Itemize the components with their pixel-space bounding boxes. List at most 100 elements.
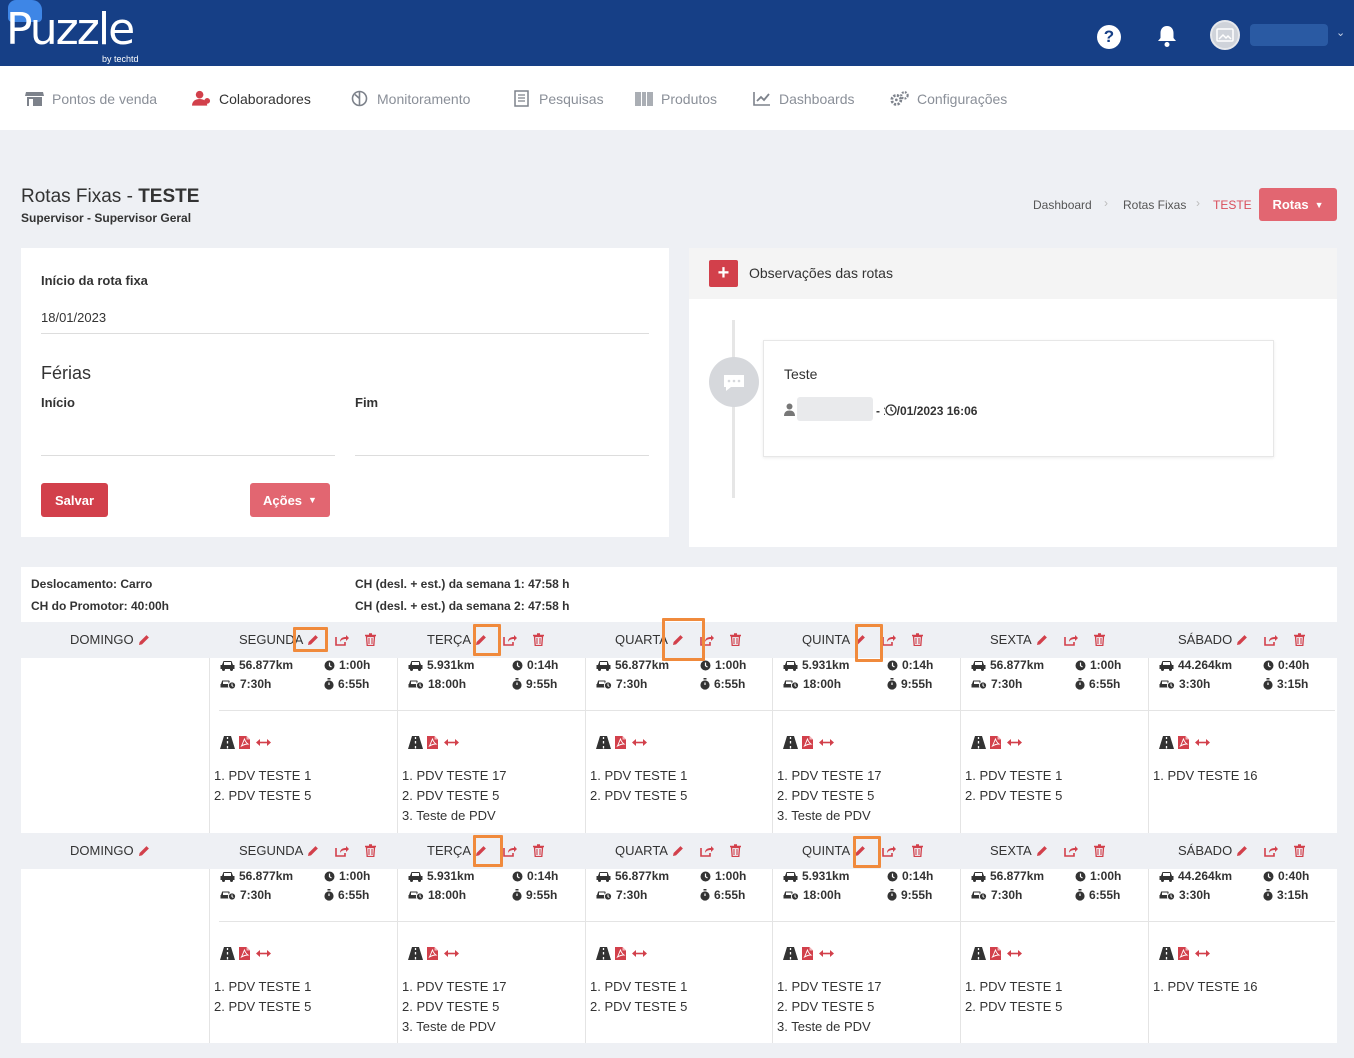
- pdf-icon[interactable]: [239, 947, 250, 960]
- road-icon[interactable]: [596, 947, 611, 960]
- trash-icon[interactable]: [1294, 844, 1306, 857]
- pdf-icon[interactable]: [802, 736, 813, 749]
- pdv-list-item[interactable]: 2. PDV TESTE 5: [777, 788, 875, 803]
- rotas-dropdown-button[interactable]: Rotas ▼: [1259, 188, 1337, 221]
- edit-pencil-icon[interactable]: [672, 634, 684, 646]
- swap-arrows-icon[interactable]: [819, 738, 834, 747]
- pdv-list-item[interactable]: 2. PDV TESTE 5: [777, 999, 875, 1014]
- share-icon[interactable]: [1063, 633, 1078, 646]
- edit-pencil-icon[interactable]: [475, 634, 487, 646]
- share-icon[interactable]: [335, 844, 350, 857]
- edit-pencil-icon[interactable]: [1036, 634, 1048, 646]
- nav-item-monitoramento[interactable]: Monitoramento: [350, 90, 470, 107]
- start-date-input[interactable]: 18/01/2023: [41, 310, 107, 325]
- pdv-list-item[interactable]: 1. PDV TESTE 17: [777, 979, 882, 994]
- share-icon[interactable]: [335, 633, 350, 646]
- pdv-list-item[interactable]: 2. PDV TESTE 5: [965, 999, 1063, 1014]
- share-icon[interactable]: [700, 633, 714, 646]
- road-icon[interactable]: [220, 736, 235, 749]
- edit-pencil-icon[interactable]: [854, 845, 866, 857]
- road-icon[interactable]: [220, 947, 235, 960]
- pdf-icon[interactable]: [1178, 947, 1189, 960]
- save-button[interactable]: Salvar: [41, 483, 108, 517]
- swap-arrows-icon[interactable]: [1195, 738, 1210, 747]
- trash-icon[interactable]: [912, 633, 924, 646]
- pdv-list-item[interactable]: 3. Teste de PDV: [402, 1019, 496, 1034]
- road-icon[interactable]: [971, 947, 986, 960]
- pdv-list-item[interactable]: 2. PDV TESTE 5: [590, 999, 688, 1014]
- user-name-blurred[interactable]: [1250, 24, 1328, 46]
- share-icon[interactable]: [700, 844, 714, 857]
- swap-arrows-icon[interactable]: [256, 738, 271, 747]
- swap-arrows-icon[interactable]: [1007, 738, 1022, 747]
- edit-pencil-icon[interactable]: [138, 845, 150, 857]
- pdv-list-item[interactable]: 3. Teste de PDV: [777, 808, 871, 823]
- pdv-list-item[interactable]: 1. PDV TESTE 16: [1153, 768, 1258, 783]
- pdv-list-item[interactable]: 2. PDV TESTE 5: [214, 999, 312, 1014]
- pdv-list-item[interactable]: 3. Teste de PDV: [777, 1019, 871, 1034]
- trash-icon[interactable]: [533, 633, 545, 646]
- trash-icon[interactable]: [912, 844, 924, 857]
- share-icon[interactable]: [1264, 633, 1279, 646]
- trash-icon[interactable]: [729, 633, 741, 646]
- share-icon[interactable]: [1264, 844, 1279, 857]
- pdf-icon[interactable]: [427, 947, 438, 960]
- actions-dropdown-button[interactable]: Ações ▼: [250, 483, 330, 517]
- road-icon[interactable]: [596, 736, 611, 749]
- breadcrumb-dashboard[interactable]: Dashboard: [1033, 198, 1092, 212]
- road-icon[interactable]: [1159, 736, 1174, 749]
- swap-arrows-icon[interactable]: [1195, 949, 1210, 958]
- swap-arrows-icon[interactable]: [444, 949, 459, 958]
- road-icon[interactable]: [783, 947, 798, 960]
- nav-item-colaboradores[interactable]: Colaboradores: [192, 90, 311, 107]
- swap-arrows-icon[interactable]: [632, 949, 647, 958]
- edit-pencil-icon[interactable]: [1236, 845, 1248, 857]
- pdv-list-item[interactable]: 1. PDV TESTE 17: [402, 768, 507, 783]
- trash-icon[interactable]: [1294, 633, 1306, 646]
- pdv-list-item[interactable]: 2. PDV TESTE 5: [402, 788, 500, 803]
- nav-item-dashboards[interactable]: Dashboards: [752, 90, 855, 107]
- pdv-list-item[interactable]: 1. PDV TESTE 1: [590, 768, 688, 783]
- share-icon[interactable]: [882, 844, 897, 857]
- pdf-icon[interactable]: [990, 947, 1001, 960]
- swap-arrows-icon[interactable]: [256, 949, 271, 958]
- road-icon[interactable]: [1159, 947, 1174, 960]
- swap-arrows-icon[interactable]: [444, 738, 459, 747]
- swap-arrows-icon[interactable]: [632, 738, 647, 747]
- pdv-list-item[interactable]: 1. PDV TESTE 1: [590, 979, 688, 994]
- trash-icon[interactable]: [729, 844, 741, 857]
- road-icon[interactable]: [783, 736, 798, 749]
- pdv-list-item[interactable]: 1. PDV TESTE 16: [1153, 979, 1258, 994]
- pdf-icon[interactable]: [239, 736, 250, 749]
- pdf-icon[interactable]: [615, 947, 626, 960]
- app-logo[interactable]: Puzzle: [6, 4, 135, 55]
- trash-icon[interactable]: [1093, 633, 1105, 646]
- edit-pencil-icon[interactable]: [475, 845, 487, 857]
- pdv-list-item[interactable]: 2. PDV TESTE 5: [402, 999, 500, 1014]
- pdv-list-item[interactable]: 1. PDV TESTE 1: [965, 768, 1063, 783]
- nav-item-pontos-de-venda[interactable]: Pontos de venda: [25, 90, 157, 107]
- avatar[interactable]: [1210, 20, 1240, 50]
- trash-icon[interactable]: [365, 844, 377, 857]
- pdv-list-item[interactable]: 1. PDV TESTE 17: [402, 979, 507, 994]
- pdv-list-item[interactable]: 1. PDV TESTE 1: [965, 979, 1063, 994]
- nav-item-configuracoes[interactable]: Configurações: [890, 90, 1007, 107]
- pdv-list-item[interactable]: 1. PDV TESTE 1: [214, 768, 312, 783]
- vacation-end-input[interactable]: [355, 455, 649, 456]
- swap-arrows-icon[interactable]: [1007, 949, 1022, 958]
- chevron-down-icon[interactable]: ⌄: [1336, 27, 1346, 39]
- pdv-list-item[interactable]: 1. PDV TESTE 17: [777, 768, 882, 783]
- pdv-list-item[interactable]: 2. PDV TESTE 5: [590, 788, 688, 803]
- nav-item-pesquisas[interactable]: Pesquisas: [512, 90, 604, 107]
- road-icon[interactable]: [408, 736, 423, 749]
- share-icon[interactable]: [1063, 844, 1078, 857]
- help-icon[interactable]: ?: [1097, 25, 1121, 49]
- vacation-start-input[interactable]: [41, 455, 335, 456]
- road-icon[interactable]: [408, 947, 423, 960]
- breadcrumb-rotas-fixas[interactable]: Rotas Fixas: [1123, 198, 1187, 212]
- share-icon[interactable]: [882, 633, 897, 646]
- edit-pencil-icon[interactable]: [1236, 634, 1248, 646]
- trash-icon[interactable]: [1093, 844, 1105, 857]
- add-observation-button[interactable]: +: [709, 260, 738, 287]
- pdv-list-item[interactable]: 3. Teste de PDV: [402, 808, 496, 823]
